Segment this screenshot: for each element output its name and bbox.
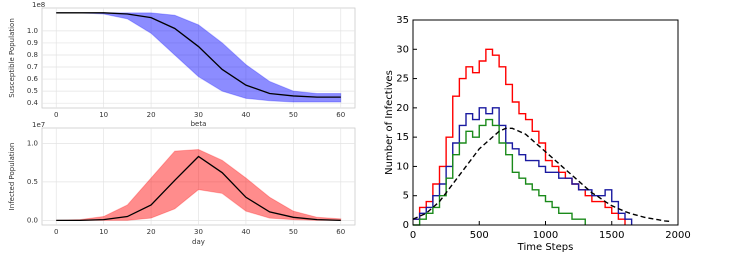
x-tick-label: 40	[241, 228, 250, 236]
x-tick-label: 1000	[533, 230, 558, 241]
y-tick-label: 0.8	[27, 51, 38, 59]
x-tick-label: 30	[194, 111, 203, 119]
y-tick-label: 20	[396, 103, 409, 114]
y-tick-label: 0.9	[27, 39, 38, 47]
y-tick-label: 0.0	[27, 216, 38, 224]
y-tick-label: 0	[403, 220, 409, 231]
x-tick-label: 0	[54, 111, 58, 119]
y-axis-label: Number of Infectives	[384, 70, 395, 175]
y-tick-label: 0.7	[27, 63, 38, 71]
y-tick-label: 0.6	[27, 75, 39, 83]
series-line	[413, 48, 626, 225]
chart-title: beta	[191, 120, 207, 128]
x-tick-label: 50	[289, 228, 298, 236]
series-line	[413, 118, 586, 226]
y-tick-label: 0.5	[27, 87, 38, 95]
x-tick-label: 20	[147, 228, 156, 236]
y-tick-label: 1.0	[27, 139, 38, 147]
x-tick-label: 2000	[665, 230, 690, 241]
y-axis-label: Susceptible Population	[8, 18, 16, 98]
x-axis-label: Time Steps	[517, 242, 574, 253]
x-tick-label: 60	[336, 111, 345, 119]
offset-text: 1e8	[32, 1, 45, 9]
y-tick-label: 0.5	[27, 178, 38, 186]
y-tick-label: 10	[396, 161, 409, 172]
plot-frame	[412, 19, 679, 226]
offset-text: 1e7	[32, 121, 45, 129]
x-tick-label: 40	[241, 111, 250, 119]
y-tick-label: 1.0	[27, 27, 38, 35]
x-tick-label: 10	[99, 111, 108, 119]
y-tick-label: 0.4	[27, 99, 39, 107]
uncertainty-band	[56, 12, 342, 103]
y-tick-label: 30	[396, 44, 409, 55]
x-tick-label: 0	[54, 228, 58, 236]
x-axis-label: day	[192, 238, 205, 246]
y-tick-label: 35	[396, 15, 409, 26]
y-tick-label: 15	[396, 132, 409, 143]
x-tick-label: 0	[410, 230, 416, 241]
chart: 0 500 1000 1500 2000 0 5 10 15 20 25 30 35 Time Steps…	[384, 15, 691, 253]
x-tick-label: 60	[336, 228, 345, 236]
series-line	[412, 127, 672, 223]
series-line	[56, 155, 341, 222]
x-tick-label: 50	[289, 111, 298, 119]
series-line	[413, 107, 633, 225]
x-tick-label: 20	[147, 111, 156, 119]
y-tick-label: 5	[403, 191, 409, 202]
chart: 0 10 20 30 40 50 60 0.4 0.5 0.6 0.7 0.8 0.9 1.0 1e8 Sus…	[8, 1, 356, 119]
x-tick-label: 10	[99, 228, 108, 236]
y-tick-label: 25	[396, 74, 409, 85]
uncertainty-band	[56, 149, 342, 221]
x-tick-label: 1500	[599, 230, 624, 241]
x-tick-label: 500	[470, 230, 489, 241]
x-tick-label: 30	[194, 228, 203, 236]
chart: 0 10 20 30 40 50 60 0.0 0.5 1.0 beta 1e7 day Infected…	[8, 120, 356, 246]
y-axis-label: Infected Population	[8, 143, 16, 211]
series-line	[56, 12, 341, 98]
